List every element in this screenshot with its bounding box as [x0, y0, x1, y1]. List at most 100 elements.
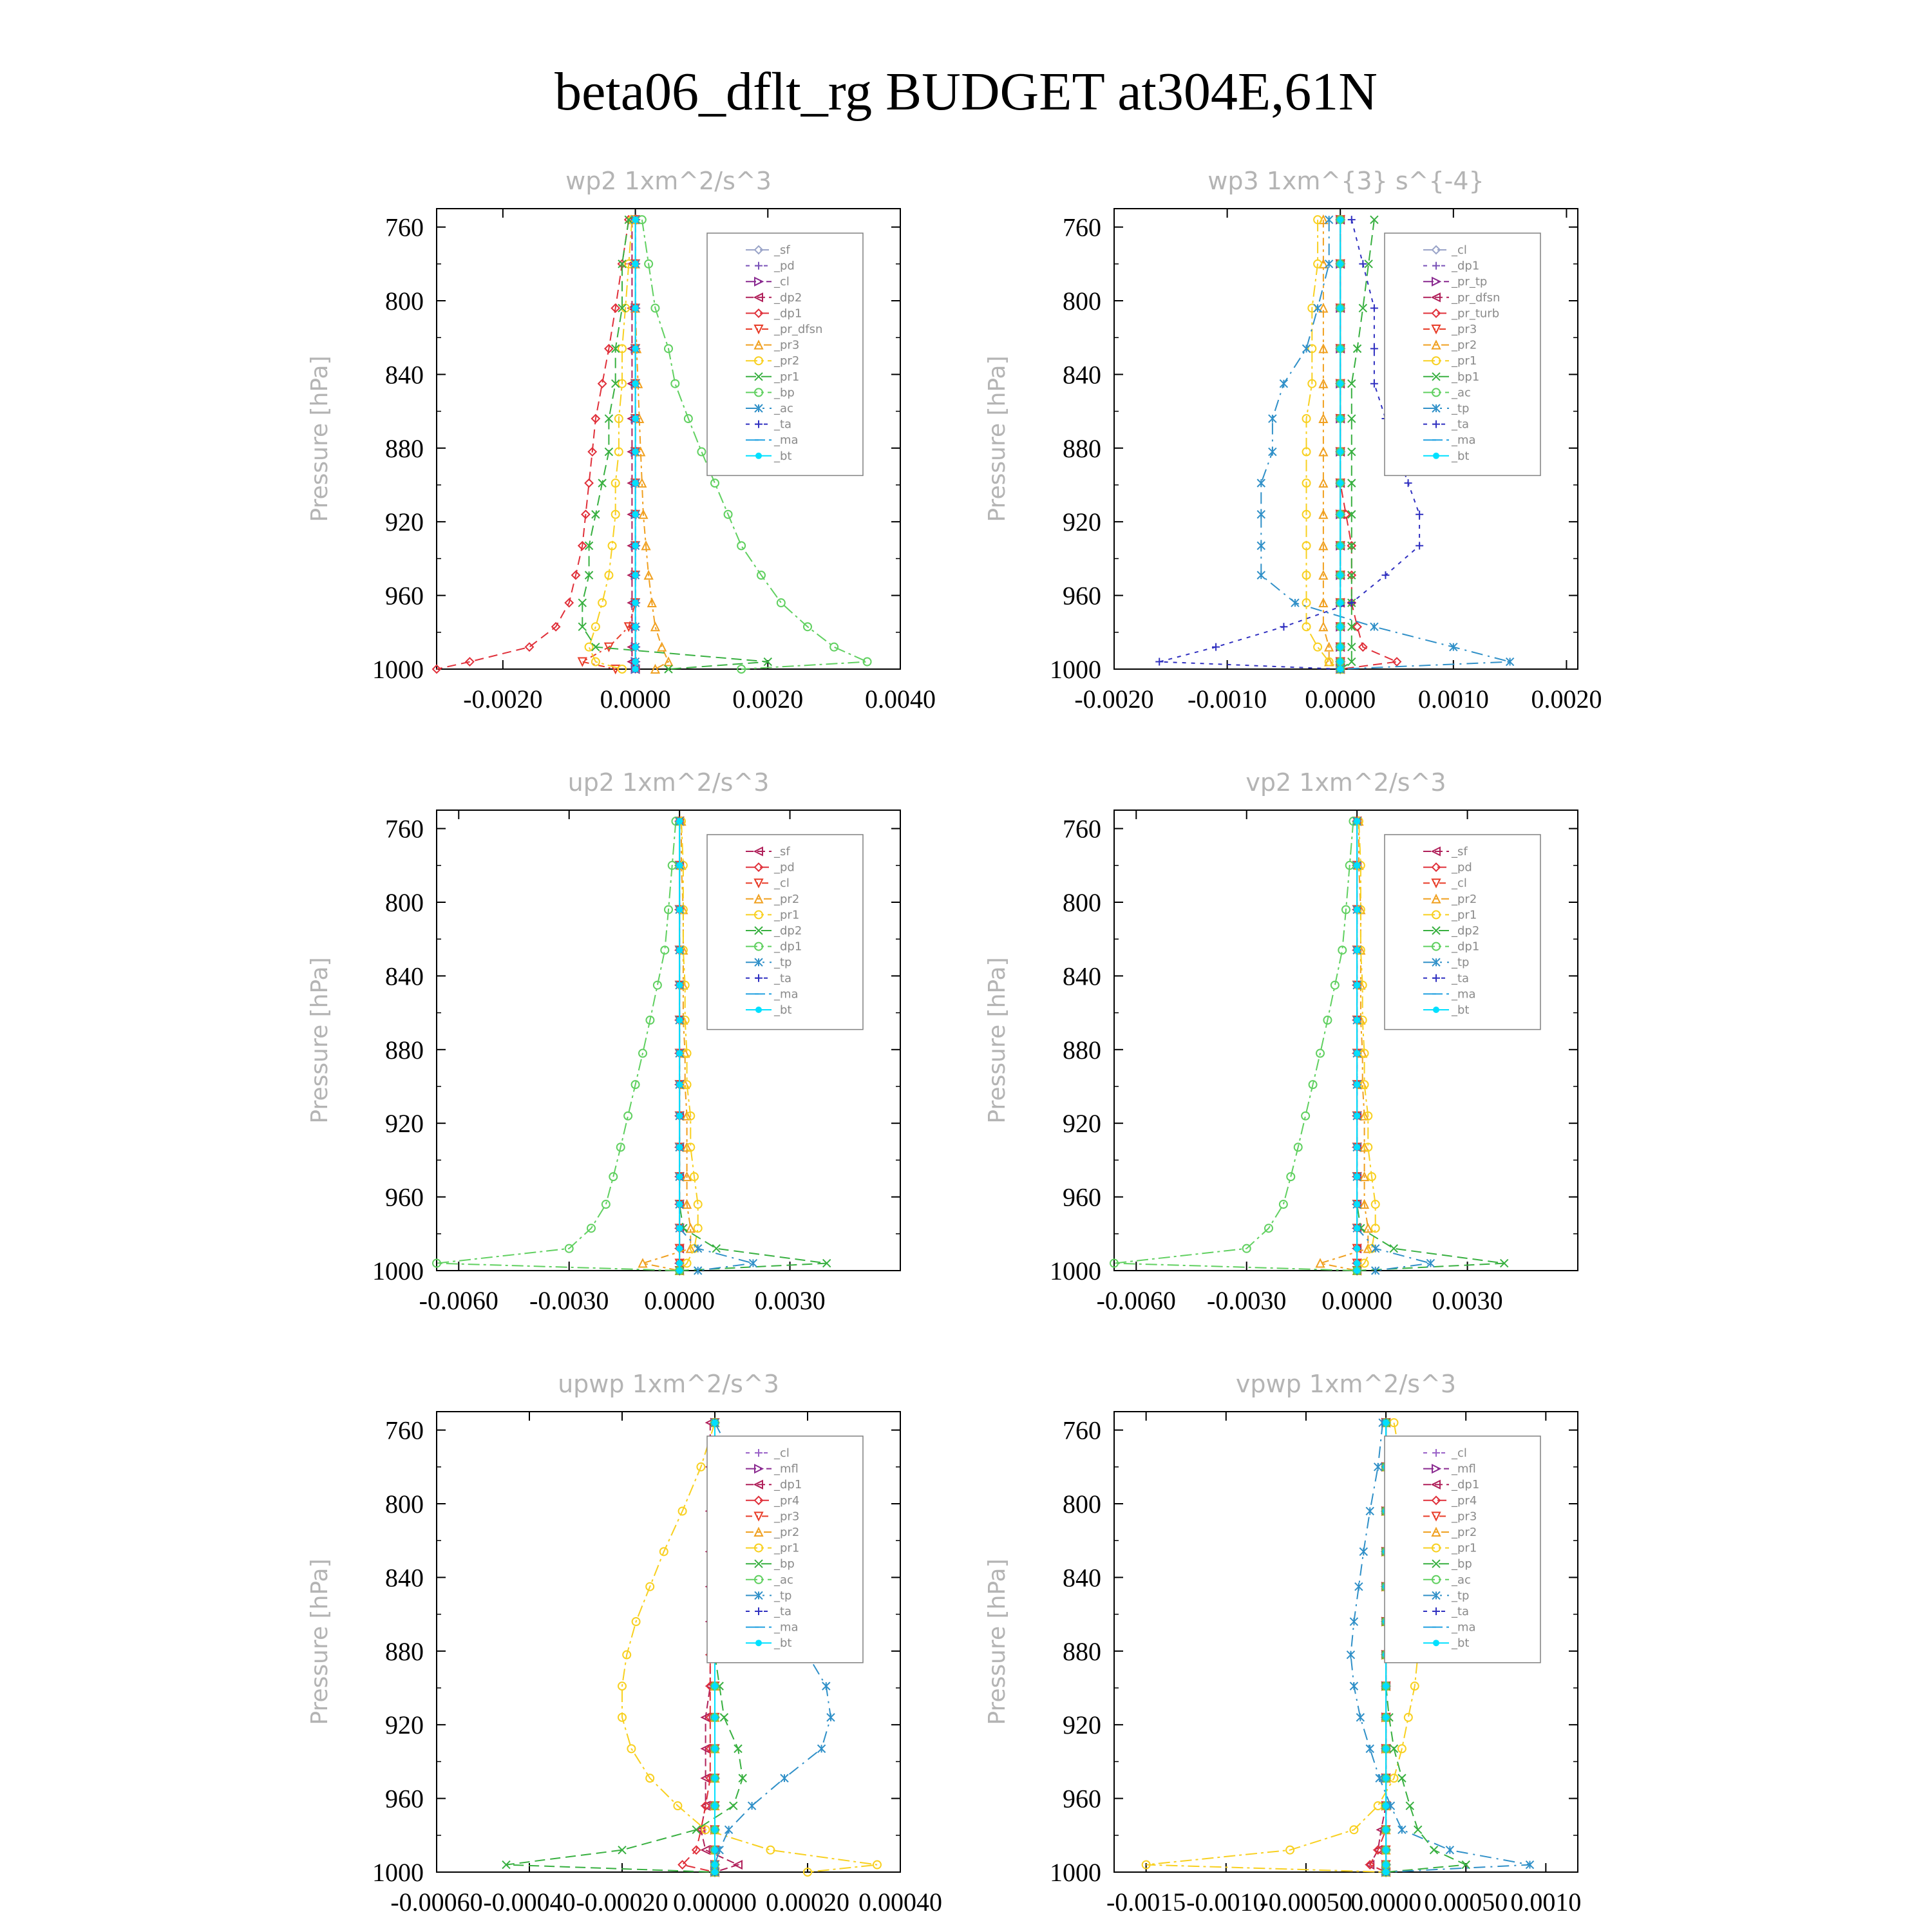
data-point_bt [1383, 1683, 1390, 1690]
legend-marker [754, 372, 763, 381]
legend-label: _cl [1451, 876, 1467, 890]
data-point_pr1 [645, 1582, 655, 1591]
data-point_pr1 [1302, 414, 1311, 424]
data-point_pr2 [607, 541, 617, 551]
data-point_bp1 [1358, 303, 1368, 313]
legend-label: _tp [773, 1589, 791, 1602]
data-point_pr2 [591, 622, 600, 632]
data-point_bp [829, 642, 839, 652]
y-axis-label: Pressure [hPa] [984, 957, 1010, 1123]
data-point_pr2 [591, 657, 600, 667]
data-point_bt [1383, 1803, 1390, 1810]
legend-label: _dp2 [773, 291, 802, 305]
legend-marker [1431, 862, 1441, 873]
data-point_pr1 [763, 657, 772, 667]
data-point_bt [1383, 1714, 1390, 1721]
legend-box [706, 834, 864, 1030]
series-line_bp [641, 220, 868, 670]
data-point_bt [676, 981, 683, 989]
data-point_pr3 [641, 540, 651, 551]
series-line_dp1 [1113, 821, 1358, 1271]
data-point_pr2 [611, 478, 620, 488]
data-point_pr2 [611, 509, 620, 519]
legend-marker [1432, 261, 1440, 270]
data-point_tp [748, 1258, 758, 1268]
series-group [432, 815, 831, 1276]
data-point_pr4 [701, 1801, 711, 1811]
legend-box [706, 232, 864, 477]
x-tick-label: 0.0000 [1350, 1888, 1421, 1917]
y-tick-label: 880 [1063, 1637, 1101, 1666]
data-point_ta [1381, 571, 1390, 580]
y-tick-label: 960 [385, 1183, 424, 1212]
data-point_dp1 [623, 1111, 633, 1121]
data-point_dp1 [1308, 1080, 1318, 1090]
y-tick-label: 800 [1063, 1490, 1101, 1519]
data-point_dp2 [712, 1244, 721, 1253]
y-tick-label: 920 [385, 1710, 424, 1739]
legend-label: _tp [1451, 402, 1469, 415]
data-point_bt [1337, 380, 1344, 387]
panel-2: wp3 1xm^{3} s^{-4} Pressure [hPa] 760 800 84… [984, 167, 1602, 714]
legend-marker [1431, 1511, 1441, 1522]
data-point_pr_dfsn [611, 665, 621, 675]
legend-label: _ta [773, 418, 791, 431]
data-point_bt [1337, 480, 1344, 487]
data-point_pr1 [1363, 1142, 1373, 1152]
data-point_pr2 [1318, 446, 1329, 457]
data-point_ta [1370, 345, 1378, 353]
data-point_pr1 [1302, 447, 1311, 457]
data-point_dp1 [564, 598, 574, 608]
y-axis-label: Pressure [hPa] [984, 355, 1010, 522]
data-point_dp1 [1278, 1200, 1288, 1209]
data-point_bp [757, 571, 766, 580]
data-point_bt [1337, 542, 1344, 549]
legend-marker [1431, 1526, 1441, 1537]
data-point_bp [697, 447, 706, 457]
y-tick-label: 880 [1063, 1036, 1101, 1065]
data-point_tp [694, 1244, 703, 1253]
data-point_bt [632, 260, 639, 267]
data-point_bt [632, 480, 639, 487]
legend: _sf _pd_cl _pr2 _pr1 _dp2 _dp1 _tp _ta _ma _bt [1384, 834, 1541, 1030]
data-point_tp [1279, 379, 1289, 388]
legend-marker [754, 356, 763, 366]
data-point_pr1 [1302, 598, 1311, 608]
data-point_pr1 [677, 1506, 687, 1516]
data-point_bt [676, 1081, 683, 1088]
data-point_dp1 [1338, 945, 1347, 955]
data-point_pr2 [1318, 303, 1329, 313]
legend-marker [754, 1591, 763, 1600]
series-line_dp2 [631, 220, 636, 670]
legend-label: _dp1 [773, 1478, 802, 1492]
legend-marker [755, 1449, 762, 1457]
data-point_dp1 [1316, 1048, 1325, 1058]
legend-label: _pr1 [1451, 1542, 1477, 1555]
legend-marker [753, 893, 764, 904]
data-point_bp1 [1347, 642, 1356, 652]
series-line_pr4 [1368, 1423, 1387, 1873]
data-point_bt [676, 1050, 683, 1057]
data-point_bp [650, 303, 660, 313]
data-point_bt [632, 666, 639, 672]
data-point_bt [1354, 906, 1361, 913]
data-point_bp1 [1352, 344, 1362, 354]
data-point_pr1 [618, 1712, 627, 1722]
data-point_pr4 [677, 1860, 688, 1870]
data-point_bt [1337, 600, 1344, 607]
legend-marker [753, 245, 764, 255]
data-point_tp [1256, 571, 1265, 580]
legend-label: _sf [773, 243, 790, 257]
panel-title: vp2 1xm^2/s^3 [1245, 768, 1446, 797]
data-point_bt [1337, 511, 1344, 518]
data-point_dp1 [645, 1016, 655, 1025]
data-point_dp1 [431, 664, 442, 674]
x-tick-label: -0.0060 [1097, 1286, 1176, 1315]
legend-label: _ma [1451, 1621, 1476, 1634]
y-tick-label: 920 [1063, 507, 1101, 536]
data-point_pr2 [614, 447, 623, 457]
data-point_ta [1416, 542, 1424, 550]
data-point_dp1 [577, 540, 587, 551]
data-point_dp1 [587, 1224, 596, 1233]
data-point_bt [676, 862, 683, 869]
